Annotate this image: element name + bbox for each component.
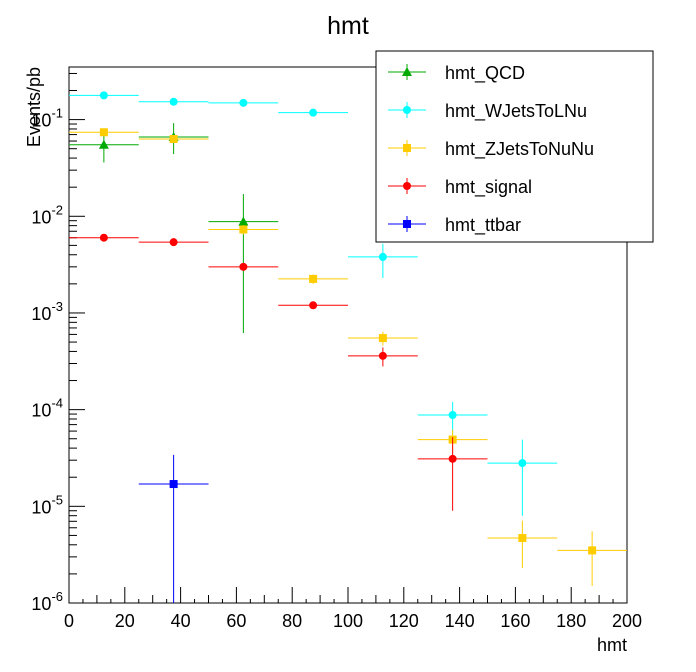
y-tick-label: 10-1 xyxy=(31,106,63,131)
x-tick-label: 20 xyxy=(115,611,135,631)
legend-marker xyxy=(403,182,411,190)
data-point xyxy=(99,91,108,100)
data-point xyxy=(448,411,457,420)
data-point xyxy=(238,216,249,226)
y-axis-title: Events/pb xyxy=(24,67,44,147)
y-tick-label: 10-3 xyxy=(31,299,63,324)
y-tick-label: 10-6 xyxy=(31,589,63,614)
x-tick-label: 200 xyxy=(612,611,642,631)
data-point xyxy=(309,301,318,310)
y-tick-label: 10-2 xyxy=(31,202,63,227)
y-tick-label: 10-5 xyxy=(31,492,63,517)
data-point xyxy=(239,98,248,107)
series-hmt_ttbar xyxy=(138,454,209,603)
series-hmt_signal xyxy=(69,233,488,511)
data-point xyxy=(239,262,248,271)
legend-label: hmt_ttbar xyxy=(445,215,521,236)
legend-entry: hmt_ZJetsToNuNu xyxy=(388,139,594,160)
data-point xyxy=(239,225,248,234)
data-point xyxy=(169,97,178,106)
chart-title: hmt xyxy=(327,12,369,40)
y-axis: 10-6 10-5 10-4 10-3 10-2 10-1 xyxy=(31,72,85,614)
data-point xyxy=(378,252,387,261)
x-tick-label: 160 xyxy=(500,611,530,631)
data-point xyxy=(378,334,387,343)
legend-box xyxy=(375,50,654,243)
legend-marker xyxy=(403,220,411,228)
legend-entry: hmt_WJetsToLNu xyxy=(388,101,587,122)
data-point xyxy=(448,454,457,463)
x-tick-label: 120 xyxy=(389,611,419,631)
x-axis: 0 20 40 60 80 100 120 140 160 180 200 xyxy=(64,587,642,631)
legend-entry: hmt_signal xyxy=(388,177,532,198)
data-point xyxy=(169,135,178,144)
legend-label: hmt_signal xyxy=(445,177,532,198)
data-point xyxy=(588,546,597,555)
x-tick-label: 60 xyxy=(226,611,246,631)
legend-marker xyxy=(403,144,411,152)
legend-marker xyxy=(403,106,411,114)
legend-label: hmt_ZJetsToNuNu xyxy=(445,139,594,160)
data-point xyxy=(99,233,108,242)
legend-entry: hmt_QCD xyxy=(388,63,525,84)
x-tick-label: 140 xyxy=(445,611,475,631)
data-point xyxy=(518,459,527,468)
legend-label: hmt_QCD xyxy=(445,63,525,84)
data-layer xyxy=(69,91,627,603)
x-tick-label: 100 xyxy=(333,611,363,631)
data-point xyxy=(99,128,108,137)
data-point xyxy=(378,351,387,360)
data-point xyxy=(309,274,318,283)
y-tick-label: 10-4 xyxy=(31,396,63,421)
data-point xyxy=(98,139,109,149)
data-point xyxy=(518,534,527,543)
data-point xyxy=(169,480,178,489)
legend-entry: hmt_ttbar xyxy=(388,215,521,236)
legend-marker xyxy=(402,67,412,76)
x-axis-title: hmt xyxy=(597,635,627,655)
series-hmt_WJetsToLNu xyxy=(69,91,558,516)
x-tick-label: 180 xyxy=(556,611,586,631)
legend: hmt_QCD hmt_WJetsToLNu hmt_ZJetsToNuNu hmt_… xyxy=(375,50,654,243)
x-tick-label: 0 xyxy=(64,611,74,631)
x-tick-label: 40 xyxy=(171,611,191,631)
data-point xyxy=(169,238,178,247)
data-point xyxy=(309,108,318,117)
legend-label: hmt_WJetsToLNu xyxy=(445,101,587,122)
x-tick-label: 80 xyxy=(282,611,302,631)
